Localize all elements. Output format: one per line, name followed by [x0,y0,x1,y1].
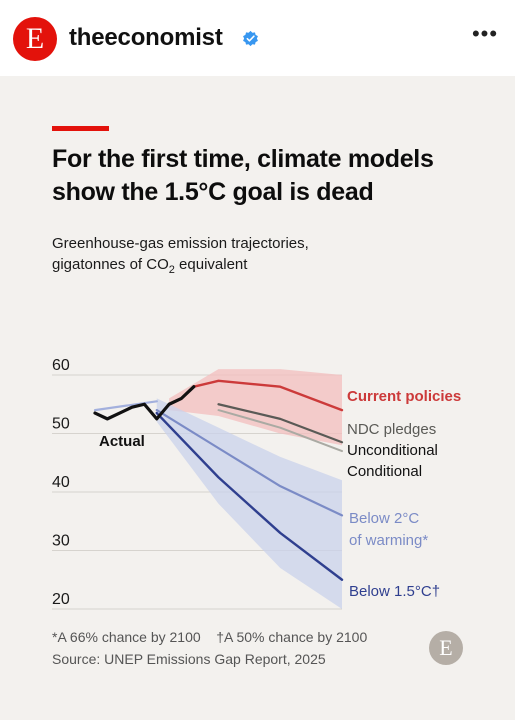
unconditional-label: Unconditional [347,442,438,459]
footnotes: *A 66% chance by 2100 †A 50% chance by 2… [52,627,422,647]
subtitle-text-end: equivalent [174,256,248,273]
accent-bar [52,126,109,131]
actual-line [93,385,196,421]
subtitle-line-1: Greenhouse-gas emission trajectories, [52,235,309,252]
graphic-subtitle: Greenhouse-gas emission trajectories, gi… [52,233,472,281]
ndc-pledges-label: NDC pledges [347,421,436,438]
below-2c-line [155,409,344,517]
actual-label: Actual [99,433,145,450]
ndc-unconditional-line [217,403,344,444]
post-header: E theeconomist ••• [0,0,515,76]
y-tick-label: 20 [52,591,70,608]
verified-badge-icon [243,30,258,47]
post-image[interactable]: For the first time, climate models show … [0,76,515,720]
subscript-two: 2 [168,264,175,276]
emissions-chart: 2030405060201520253035Current policiesND… [52,357,461,610]
graphic-title: For the first time, climate models show … [52,145,434,206]
y-tick-label: 30 [52,533,70,550]
pre-trend-line [93,400,158,412]
conditional-label: Conditional [347,463,422,480]
y-tick-label: 50 [52,416,70,433]
below-1-5c-label: Below 1.5°C† [349,583,440,600]
below-1-5c-line [155,411,344,581]
subtitle-text: gigatonnes of CO [52,256,169,273]
current-policies-line [192,379,344,412]
more-options-icon[interactable]: ••• [471,21,499,46]
of-warming-label: of warming* [349,532,428,549]
subtitle-line-2: gigatonnes of CO2 equivalent [52,254,472,281]
economist-logo: E [429,631,463,665]
source-note: Source: UNEP Emissions Gap Report, 2025 [52,651,326,667]
current-policies-label: Current policies [347,388,461,405]
below-2c-label: Below 2°C [349,510,419,527]
y-tick-label: 40 [52,474,70,491]
footnote-50-percent: †A 50% chance by 2100 [216,629,368,645]
ndc-conditional-line [217,409,343,453]
footnote-66-percent: *A 66% chance by 2100 [52,629,201,645]
account-avatar[interactable]: E [13,17,57,61]
account-username[interactable]: theeconomist [69,24,223,51]
y-tick-label: 60 [52,357,70,374]
